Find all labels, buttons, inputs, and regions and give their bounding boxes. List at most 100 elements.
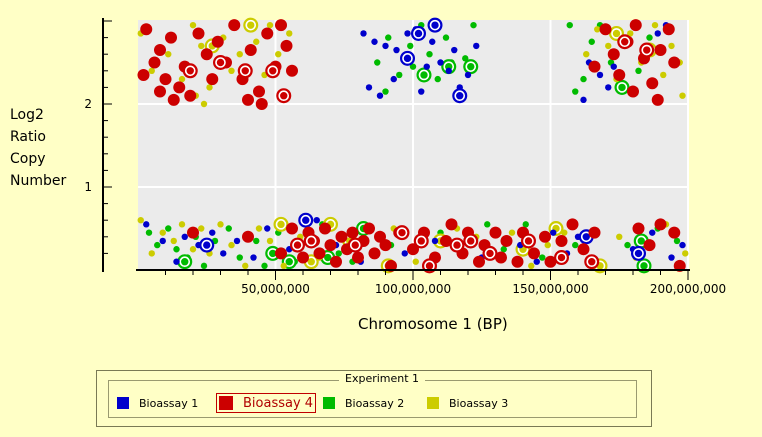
data-point xyxy=(137,217,144,224)
data-point xyxy=(484,221,491,228)
data-point xyxy=(360,30,367,37)
data-point xyxy=(599,23,612,36)
data-point xyxy=(228,19,241,32)
data-point xyxy=(651,21,659,29)
data-point xyxy=(319,222,331,235)
legend-label-bioassay-3: Bioassay 3 xyxy=(449,396,509,410)
legend-frame: Experiment 1 Bioassay 1 Bioassay 4 Bioas… xyxy=(108,372,637,418)
data-point xyxy=(544,241,551,249)
legend-item-bioassay-4[interactable]: Bioassay 4 xyxy=(216,393,317,413)
highlighted-point-ring xyxy=(633,248,644,259)
highlighted-point-core xyxy=(325,255,330,260)
data-point xyxy=(330,255,342,268)
highlighted-point-core xyxy=(182,259,187,264)
data-point xyxy=(264,225,271,232)
data-point xyxy=(566,21,573,29)
data-point xyxy=(280,39,293,52)
highlighted-point-ring xyxy=(415,235,427,247)
highlighted-point-ring xyxy=(239,65,251,77)
data-point xyxy=(159,229,166,236)
data-point xyxy=(437,59,444,66)
data-point xyxy=(220,250,227,257)
highlighted-point-ring xyxy=(616,82,628,93)
data-points xyxy=(137,17,689,274)
data-point xyxy=(374,59,381,66)
highlighted-point-ring xyxy=(465,61,477,72)
data-point xyxy=(635,67,642,75)
data-point xyxy=(154,44,166,57)
legend: Experiment 1 Bioassay 1 Bioassay 4 Bioas… xyxy=(96,370,652,427)
highlighted-point-core xyxy=(622,39,627,44)
data-point xyxy=(275,247,287,260)
data-point xyxy=(654,218,667,231)
y-tick-label-0: 1 xyxy=(84,180,92,194)
data-point xyxy=(407,42,414,50)
data-point xyxy=(143,221,150,228)
x-axis-title: Chromosome 1 (BP) xyxy=(358,315,508,333)
data-point xyxy=(682,250,689,257)
highlighted-point-ring xyxy=(300,214,312,226)
data-point xyxy=(679,92,686,99)
data-point xyxy=(242,93,254,106)
data-point xyxy=(385,259,397,272)
data-point xyxy=(253,237,260,245)
highlighted-point-ring xyxy=(245,19,257,31)
legend-swatch-bioassay-2 xyxy=(323,397,335,409)
data-point xyxy=(588,38,595,45)
data-point xyxy=(167,93,180,106)
highlighted-point-core xyxy=(432,22,438,28)
data-point xyxy=(613,68,626,81)
legend-item-bioassay-3[interactable]: Bioassay 3 xyxy=(427,395,508,411)
highlighted-point-core xyxy=(619,85,625,90)
highlighted-point-ring xyxy=(413,28,424,39)
legend-label-bioassay-4: Bioassay 4 xyxy=(243,395,314,411)
data-point xyxy=(286,30,293,37)
data-point xyxy=(445,218,458,231)
data-point xyxy=(654,44,667,57)
data-point xyxy=(673,259,686,272)
data-point xyxy=(404,30,411,37)
data-point xyxy=(607,48,620,61)
highlighted-point-core xyxy=(405,56,410,61)
highlighted-point-ring xyxy=(283,256,295,268)
highlighted-point-ring xyxy=(556,252,567,263)
data-point xyxy=(393,46,400,54)
data-point xyxy=(173,246,180,253)
data-point xyxy=(566,218,579,231)
data-point xyxy=(261,27,274,40)
data-point xyxy=(242,230,254,243)
legend-item-bioassay-1[interactable]: Bioassay 1 xyxy=(117,395,198,411)
data-point xyxy=(261,262,268,270)
data-point xyxy=(423,63,430,70)
x-tick-label-1: 100,000,000 xyxy=(375,282,451,296)
highlighted-point-ring xyxy=(305,235,317,247)
data-point xyxy=(255,225,263,232)
highlighted-point-core xyxy=(218,60,223,65)
data-point xyxy=(352,251,364,264)
series-bioassay-4 xyxy=(137,19,686,274)
data-point xyxy=(434,75,441,83)
highlighted-point-core xyxy=(248,22,253,28)
data-point xyxy=(286,64,298,77)
data-point xyxy=(189,246,197,253)
data-point xyxy=(649,229,656,236)
highlighted-point-core xyxy=(457,93,462,98)
highlighted-point-ring xyxy=(275,219,287,230)
data-point xyxy=(673,237,681,245)
highlighted-point-core xyxy=(270,251,275,256)
highlighted-point-core xyxy=(584,234,589,239)
x-tick-label-0: 50,000,000 xyxy=(241,282,310,296)
data-point xyxy=(145,229,153,236)
data-point xyxy=(627,85,639,98)
highlighted-point-ring xyxy=(184,65,196,77)
highlighted-point-ring xyxy=(292,239,303,251)
legend-item-bioassay-2[interactable]: Bioassay 2 xyxy=(323,395,404,411)
data-point xyxy=(668,42,675,50)
data-point xyxy=(588,60,601,73)
highlighted-point-core xyxy=(416,31,421,36)
highlighted-point-ring xyxy=(402,53,413,64)
highlighted-point-core xyxy=(468,64,473,69)
data-point xyxy=(495,251,507,264)
y-tick-label-1: 2 xyxy=(84,97,92,111)
data-point xyxy=(228,241,235,249)
